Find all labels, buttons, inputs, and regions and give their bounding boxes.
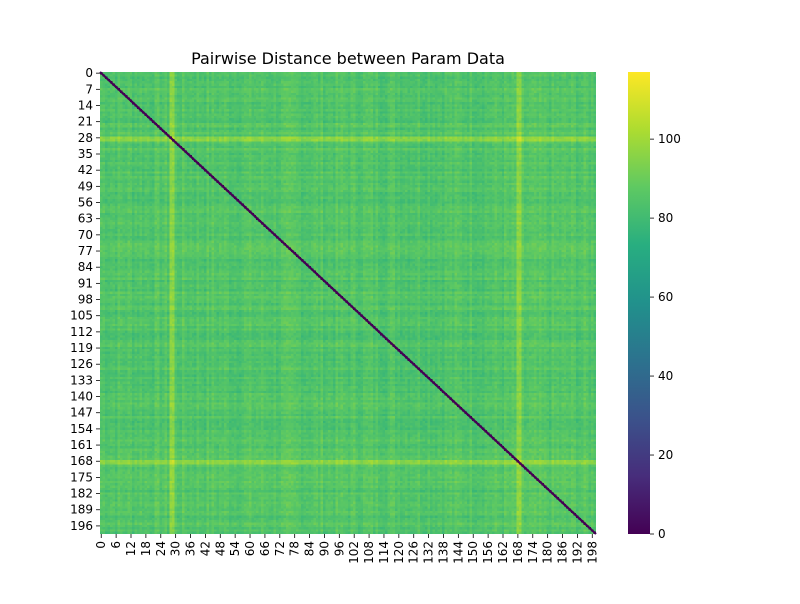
y-tick-label: 35	[78, 147, 93, 161]
x-axis-ticks: 0 6 12 18 24 30 36 42 48 54 60 66 72 78 84 90 96 102 108 11…	[94, 534, 599, 564]
diagonal-line	[99, 71, 597, 535]
y-tick-label: 84	[78, 260, 93, 274]
y-tick-label: 154	[70, 422, 93, 436]
y-tick-label: 133	[70, 373, 93, 387]
x-tick-label: 48	[213, 541, 227, 556]
x-tick-label: 96	[332, 541, 346, 556]
y-tick-label: 56	[78, 196, 93, 210]
x-tick-label: 126	[407, 541, 421, 564]
x-tick-label: 90	[317, 541, 331, 556]
x-tick-label: 198	[585, 541, 599, 564]
x-tick-label: 60	[243, 541, 257, 556]
y-tick-label: 140	[70, 390, 93, 404]
colorbar	[628, 72, 650, 534]
y-axis-ticks: 0 7 14 21 28 35 42 49 56 63 70 77 84 91 98 105 112 119 126…	[70, 66, 100, 533]
y-tick-label: 21	[78, 115, 93, 129]
y-tick-label: 119	[70, 341, 93, 355]
y-tick-label: 91	[78, 276, 93, 290]
y-tick-label: 196	[70, 519, 93, 533]
y-tick-label: 168	[70, 454, 93, 468]
diagonal-cells	[99, 71, 597, 535]
y-tick-label: 28	[78, 131, 93, 145]
x-tick-label: 150	[466, 541, 480, 564]
y-tick-label: 70	[78, 228, 93, 242]
colorbar-tick-label: 0	[658, 527, 666, 541]
y-tick-label: 98	[78, 293, 93, 307]
y-tick-label: 161	[70, 438, 93, 452]
x-tick-label: 66	[258, 541, 272, 556]
y-tick-label: 175	[70, 470, 93, 484]
x-tick-label: 18	[139, 541, 153, 556]
x-tick-label: 108	[362, 541, 376, 564]
x-tick-label: 156	[481, 541, 495, 564]
y-tick-label: 63	[78, 212, 93, 226]
y-tick-label: 126	[70, 357, 93, 371]
colorbar-tick-label: 40	[658, 369, 673, 383]
x-tick-label: 54	[228, 541, 242, 556]
y-tick-label: 49	[78, 179, 93, 193]
x-tick-label: 12	[124, 541, 138, 556]
x-tick-label: 24	[154, 541, 168, 556]
x-tick-label: 42	[198, 541, 212, 556]
x-tick-label: 72	[273, 541, 287, 556]
y-tick-label: 42	[78, 163, 93, 177]
x-tick-label: 102	[347, 541, 361, 564]
colorbar-tick-label: 80	[658, 211, 673, 225]
colorbar-tick-label: 20	[658, 448, 673, 462]
y-tick-label: 7	[85, 82, 93, 96]
x-tick-label: 78	[288, 541, 302, 556]
y-tick-label: 112	[70, 325, 93, 339]
x-tick-label: 192	[570, 541, 584, 564]
colorbar-tick-label: 100	[658, 132, 681, 146]
colorbar-ticks: 0 20 40 60 80 100	[650, 132, 681, 541]
y-tick-label: 189	[70, 503, 93, 517]
x-tick-label: 0	[94, 541, 108, 549]
x-tick-label: 162	[496, 541, 510, 564]
y-tick-label: 77	[78, 244, 93, 258]
chart-title: Pairwise Distance between Param Data	[191, 49, 505, 68]
y-tick-label: 182	[70, 487, 93, 501]
x-tick-label: 84	[303, 541, 317, 556]
x-tick-label: 114	[377, 541, 391, 564]
x-tick-label: 174	[526, 541, 540, 564]
y-tick-label: 0	[85, 66, 93, 80]
x-tick-label: 138	[436, 541, 450, 564]
x-tick-label: 186	[556, 541, 570, 564]
colorbar-tick-label: 60	[658, 290, 673, 304]
x-tick-label: 132	[422, 541, 436, 564]
y-tick-label: 105	[70, 309, 93, 323]
y-tick-label: 147	[70, 406, 93, 420]
y-tick-label: 14	[78, 98, 93, 112]
x-tick-label: 30	[169, 541, 183, 556]
x-tick-label: 168	[511, 541, 525, 564]
x-tick-label: 120	[392, 541, 406, 564]
x-tick-label: 36	[184, 541, 198, 556]
x-tick-label: 144	[451, 541, 465, 564]
x-tick-label: 6	[109, 541, 123, 549]
x-tick-label: 180	[541, 541, 555, 564]
